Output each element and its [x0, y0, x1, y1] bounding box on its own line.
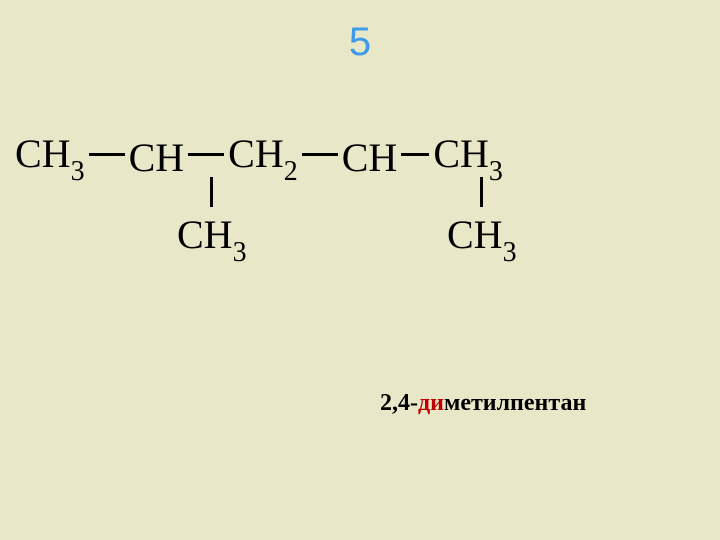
group-3: CH2	[228, 130, 298, 184]
group-3-sub: 2	[284, 156, 298, 187]
compound-name: 2,4-диметилпентан	[380, 390, 586, 417]
branch-2: CH3	[447, 177, 517, 265]
bond-4	[401, 153, 429, 156]
caption-prefix: 2,4-	[380, 390, 418, 416]
group-1-sub: 3	[71, 156, 85, 187]
caption-suffix: метилпентан	[444, 390, 586, 416]
group-1-text: CH	[15, 131, 71, 176]
group-3-text: CH	[228, 131, 284, 176]
chemical-structure: CH3 CH CH2 CH CH3 CH3 CH3	[15, 130, 705, 184]
main-chain: CH3 CH CH2 CH CH3	[15, 130, 705, 184]
branch-1-text: CH	[177, 212, 233, 257]
branch-1-group: CH3	[177, 211, 247, 265]
group-5-text: CH	[433, 131, 489, 176]
bond-1	[89, 153, 125, 156]
group-4-text: CH	[342, 135, 398, 180]
bond-2	[188, 153, 224, 156]
branch-2-sub: 3	[503, 237, 517, 268]
group-4: CH	[342, 134, 398, 181]
bond-3	[302, 153, 338, 156]
group-2-text: CH	[129, 135, 185, 180]
slide-number: 5	[349, 20, 371, 65]
branch-2-group: CH3	[447, 211, 517, 265]
group-2: CH	[129, 134, 185, 181]
branch-2-text: CH	[447, 212, 503, 257]
branch-1-bond	[210, 177, 213, 207]
caption-highlight: ди	[418, 390, 444, 416]
branch-2-bond	[480, 177, 483, 207]
group-1: CH3	[15, 130, 85, 184]
branch-1-sub: 3	[233, 237, 247, 268]
group-5: CH3	[433, 130, 503, 184]
branch-1: CH3	[177, 177, 247, 265]
